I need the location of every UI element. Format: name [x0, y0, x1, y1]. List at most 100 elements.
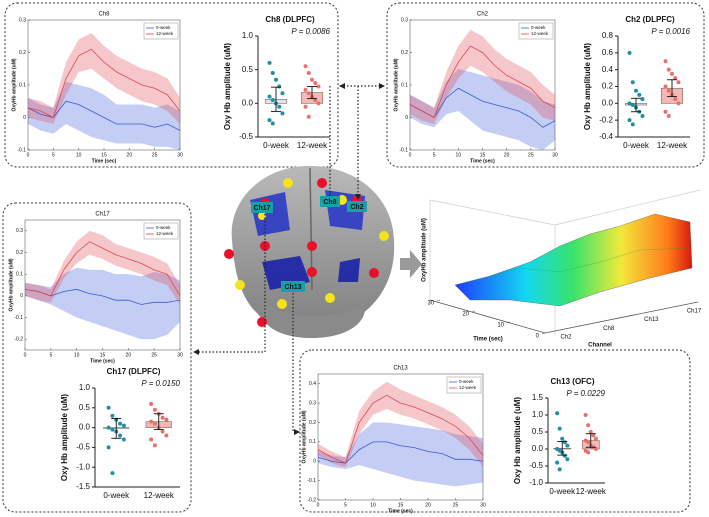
series-line	[317, 394, 484, 464]
channel-label: Ch8	[323, 199, 336, 206]
x-tick-label: 5	[344, 502, 347, 508]
x-tick-label: 5	[433, 152, 436, 158]
data-point	[110, 471, 115, 476]
legend-label: 12-week	[156, 231, 174, 236]
data-point	[280, 91, 285, 96]
x-tick-label: 25	[528, 152, 534, 158]
y-tick-label: 0.1	[401, 82, 408, 88]
brain-cerebellum	[260, 300, 366, 338]
x-tick	[506, 321, 511, 324]
y-tick-label: -1.0	[76, 462, 90, 471]
data-point	[630, 122, 635, 127]
y-tick-label: -0.5	[76, 443, 90, 452]
data-point	[152, 443, 157, 448]
data-point	[303, 64, 308, 69]
surface-plot	[429, 189, 701, 335]
channel-tag	[320, 196, 340, 207]
z-axis-label: OxyHb amplitude (uM)	[422, 218, 428, 282]
x-tick	[471, 310, 476, 313]
roi	[338, 258, 360, 282]
x-tick-label: 20	[504, 152, 510, 158]
chart-title: Ch8 (DLPFC)	[265, 15, 315, 24]
y-tick-label: -0.1	[307, 478, 316, 484]
y-axis-label: OxyHb amplitude (uM)	[8, 258, 14, 311]
data-point	[627, 50, 632, 55]
data-point	[267, 118, 272, 123]
channel-tick-label: Ch17	[687, 309, 702, 315]
y-tick-label: -0.5	[239, 132, 253, 141]
x-tick-label: 20	[462, 312, 469, 318]
y-tick-label: 0.2	[309, 420, 316, 426]
x-tick-label: 0	[24, 352, 27, 358]
y-tick-label: 0.3	[309, 400, 316, 406]
data-point	[106, 425, 111, 430]
data-point	[110, 413, 115, 418]
connector	[292, 293, 300, 435]
x-tick-label: 12-week	[144, 491, 175, 500]
data-point	[634, 88, 638, 93]
data-point	[663, 109, 668, 114]
x-tick-label: 20	[425, 502, 431, 508]
data-point	[274, 77, 278, 82]
data-point	[666, 88, 671, 93]
data-point	[591, 433, 596, 438]
chart-title: Ch13 (OFC)	[551, 377, 595, 386]
x-axis-label: Time (sec)	[388, 508, 413, 514]
data-point	[562, 453, 567, 458]
y-axis-label: OxyHb amplitude (uM)	[393, 58, 399, 111]
y-tick-label: 0.2	[401, 50, 408, 56]
x-tick-label: 0	[409, 152, 412, 158]
y-tick-label: 0.1	[309, 439, 316, 445]
x-tick-label: 0	[317, 502, 320, 508]
series-line	[24, 241, 181, 297]
y-axis-label: Oxy Hb amplitude (uM)	[223, 43, 232, 130]
y-tick-label: 0	[313, 459, 316, 465]
y-tick-label: 0.5	[79, 403, 91, 412]
data-point	[673, 97, 678, 102]
data-point	[666, 67, 671, 72]
p-value: P = 0.0229	[566, 389, 605, 398]
y-axis-label: Oxy Hb amplitude (uM)	[583, 43, 592, 130]
y-tick-label: -0.5	[529, 461, 543, 470]
x-tick-label: 10	[370, 502, 376, 508]
panel-box	[4, 2, 339, 168]
data-point	[670, 71, 674, 76]
connector	[193, 214, 266, 355]
x-axis-label: Time (sec)	[470, 158, 495, 164]
data-point	[270, 97, 275, 102]
y-tick-label: 0.0	[532, 444, 544, 453]
x-tick-label: 5	[49, 352, 52, 358]
y-tick-label: 0.5	[242, 65, 254, 74]
data-point	[280, 111, 285, 116]
data-point	[149, 437, 154, 442]
y-tick-label: -0.2	[307, 497, 316, 503]
data-point	[121, 437, 126, 442]
x-tick-label: 12-week	[297, 141, 328, 150]
data-point	[676, 80, 681, 85]
data-point	[663, 84, 668, 89]
data-point	[565, 443, 570, 448]
data-point	[303, 87, 308, 92]
legend-box	[143, 222, 179, 240]
data-point	[627, 101, 632, 106]
data-point	[164, 433, 169, 438]
brain: Ch17 Ch8 Ch2 Ch13	[224, 165, 395, 338]
data-point	[306, 91, 311, 96]
x-tick-label: 30	[177, 152, 183, 158]
legend-label: 0-week	[156, 25, 171, 30]
data-point	[565, 457, 570, 462]
confidence-band	[28, 81, 180, 150]
x-tick-label: 30	[177, 352, 183, 358]
y-axis-label: Oxy Hb amplitude (uM)	[60, 394, 69, 481]
p-value: P = 0.0086	[291, 27, 330, 36]
data-point	[583, 413, 588, 417]
plot-frame	[24, 219, 181, 351]
x-tick-label: 20	[126, 352, 132, 358]
p-value: P = 0.0016	[651, 27, 690, 36]
data-point	[630, 80, 635, 85]
x-tick-label: 20	[127, 152, 133, 158]
legend-box	[143, 22, 179, 40]
legend-label: 0-week	[156, 225, 171, 230]
data-point	[630, 103, 635, 108]
